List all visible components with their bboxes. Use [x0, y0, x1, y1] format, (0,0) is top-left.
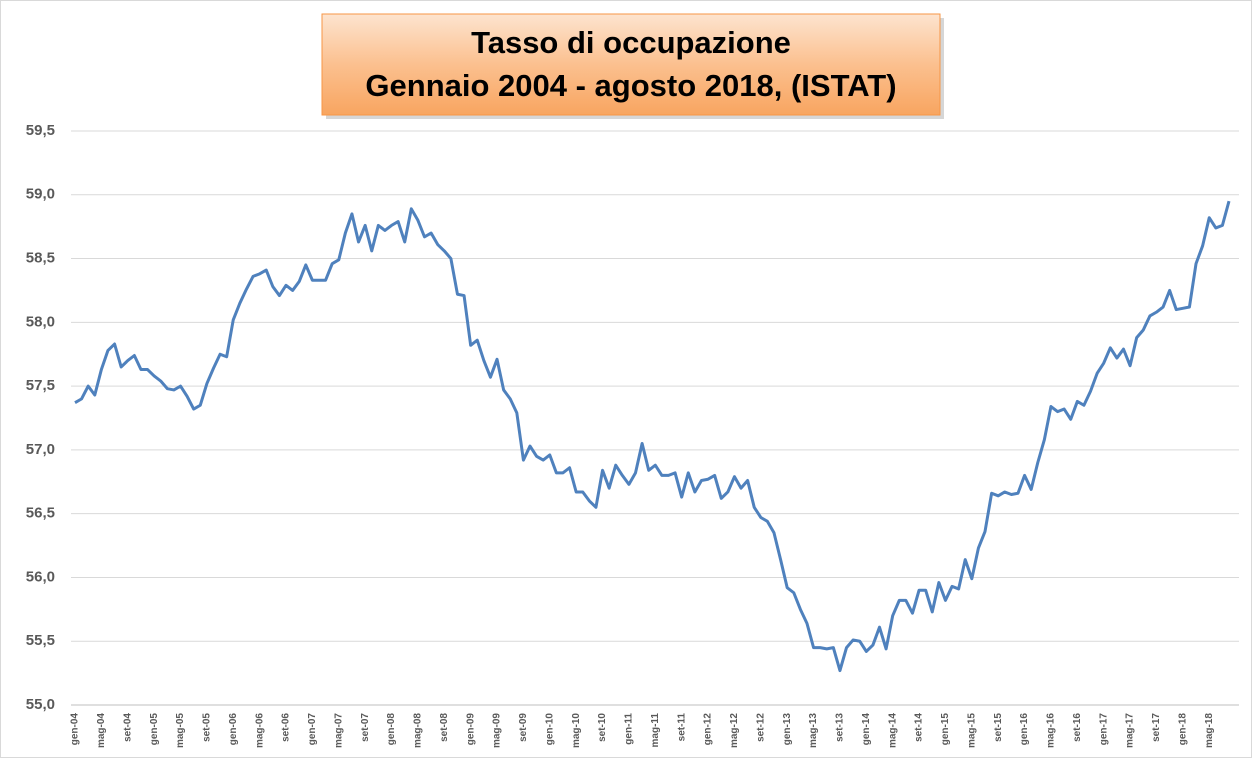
x-tick-label: mag-13 [808, 713, 819, 748]
x-tick-label: set-13 [835, 713, 846, 742]
x-tick-label: mag-17 [1125, 713, 1136, 748]
x-tick-label: gen-11 [624, 713, 635, 745]
data-line [74, 200, 1231, 673]
x-tick-label: gen-04 [70, 713, 81, 746]
x-tick-label: mag-06 [254, 713, 265, 748]
x-tick-label: set-04 [122, 713, 133, 742]
x-tick-label: mag-05 [175, 713, 186, 748]
x-tick-label: set-16 [1072, 713, 1083, 742]
x-tick-label: mag-04 [96, 713, 107, 748]
x-tick-label: set-05 [202, 713, 213, 742]
x-tick-label: gen-14 [861, 713, 872, 746]
y-tick-label: 56,5 [26, 505, 55, 522]
x-tick-label: set-15 [993, 713, 1004, 742]
x-tick-label: gen-16 [1019, 713, 1030, 746]
x-tick-label: gen-05 [149, 713, 160, 746]
x-tick-label: gen-06 [228, 713, 239, 746]
x-tick-label: set-17 [1151, 713, 1162, 742]
chart-subtitle: Gennaio 2004 - agosto 2018, (ISTAT) [365, 68, 896, 103]
y-tick-label: 55,0 [26, 696, 55, 713]
y-tick-label: 59,5 [26, 122, 55, 139]
x-tick-label: gen-09 [465, 713, 476, 746]
x-tick-label: mag-18 [1204, 713, 1215, 748]
x-tick-label: mag-10 [571, 713, 582, 748]
x-tick-label: mag-09 [492, 713, 503, 748]
x-tick-label: set-10 [597, 713, 608, 742]
y-tick-label: 56,0 [26, 568, 55, 585]
chart-title: Tasso di occupazione [471, 25, 791, 60]
y-tick-label: 58,5 [26, 250, 55, 267]
y-tick-label: 55,5 [26, 632, 55, 649]
x-tick-label: mag-15 [966, 713, 977, 748]
y-tick-label: 57,5 [26, 377, 55, 394]
title-box [321, 13, 941, 116]
y-tick-label: 59,0 [26, 186, 55, 203]
x-tick-label: gen-07 [307, 713, 318, 746]
x-tick-label: mag-12 [729, 713, 740, 748]
x-tick-label: set-09 [518, 713, 529, 742]
x-tick-label: gen-17 [1098, 713, 1109, 746]
x-tick-label: set-07 [360, 713, 371, 742]
x-tick-label: gen-13 [782, 713, 793, 746]
x-tick-label: gen-15 [940, 713, 951, 746]
x-tick-label: set-06 [281, 713, 292, 742]
x-tick-label: mag-07 [333, 713, 344, 748]
y-tick-label: 58,0 [26, 313, 55, 330]
x-tick-label: set-12 [755, 713, 766, 742]
x-tick-label: mag-08 [413, 713, 424, 748]
x-tick-label: gen-18 [1177, 713, 1188, 746]
x-tick-label: set-14 [914, 713, 925, 742]
x-tick-label: gen-12 [703, 713, 714, 746]
x-tick-label: set-11 [676, 713, 687, 742]
x-tick-label: gen-08 [386, 713, 397, 746]
x-tick-label: set-08 [439, 713, 450, 742]
x-tick-label: mag-14 [887, 713, 898, 748]
x-tick-label: mag-11 [650, 713, 661, 748]
x-tick-label: mag-16 [1046, 713, 1057, 748]
y-tick-label: 57,0 [26, 441, 55, 458]
x-tick-label: gen-10 [544, 713, 555, 746]
